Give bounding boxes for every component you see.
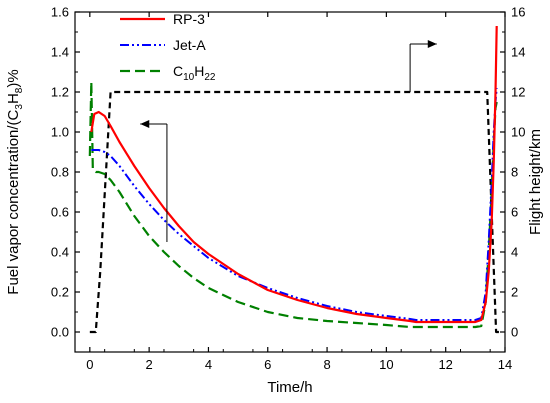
right-y-tick-label: 2 [511, 285, 518, 300]
x-tick-label: 12 [438, 357, 452, 372]
x-tick-label: 0 [86, 357, 93, 372]
left-y-axis-title: Fuel vapor concentration/(C3H8)% [5, 69, 25, 294]
left-y-tick-label: 1.6 [51, 5, 69, 20]
left-y-title-main: Fuel vapor concentration/(C [5, 109, 22, 294]
right-y-tick-label: 14 [511, 45, 525, 60]
left-y-tick-label: 0.2 [51, 285, 69, 300]
left-y-title-sub1: 3 [14, 104, 25, 110]
right-y-tick-label: 6 [511, 205, 518, 220]
left-y-tick-label: 1.4 [51, 45, 69, 60]
right-y-tick-label: 0 [511, 325, 518, 340]
right-y-tick-label: 8 [511, 165, 518, 180]
series-layer [88, 25, 500, 334]
x-axis-title: Time/h [267, 379, 312, 396]
left-y-title-sub2: 8 [14, 87, 25, 93]
legend-label-jeta: Jet-A [173, 37, 206, 53]
series-line-flight-height [89, 90, 500, 334]
x-tick-label: 6 [264, 357, 271, 372]
right-y-tick-label: 16 [511, 5, 525, 20]
left-y-tick-label: 0.0 [51, 325, 69, 340]
legend-c10h22-sub1: 10 [183, 72, 195, 83]
left-y-title-mid: H [5, 93, 22, 104]
left-y-tick-label: 0.6 [51, 205, 69, 220]
legend-c10h22-sub2: 22 [204, 72, 216, 83]
left-y-axis-ticks: 0.0 0.2 0.4 0.6 0.8 1.0 1.2 1.4 1.6 [51, 5, 80, 340]
left-y-tick-label: 1.0 [51, 125, 69, 140]
annotation-arrow-right-head [427, 40, 437, 48]
series-line-rp3 [90, 25, 498, 324]
legend-c10h22-h: H [194, 63, 204, 79]
legend: RP-3 Jet-A C10H22 [120, 11, 216, 83]
x-axis-ticks: 0 2 4 6 8 10 12 14 [74, 12, 512, 372]
right-y-tick-label: 12 [511, 85, 525, 100]
right-y-tick-label: 10 [511, 125, 525, 140]
right-y-tick-label: 4 [511, 245, 518, 260]
legend-c10h22-c: C [173, 63, 183, 79]
series-line-jeta [91, 87, 498, 321]
annotation-layer [140, 40, 437, 242]
left-y-tick-label: 0.8 [51, 165, 69, 180]
legend-label-c10h22: C10H22 [173, 63, 216, 83]
left-y-title-end: )% [5, 69, 22, 87]
right-y-axis-title: Flight height/km [527, 129, 544, 235]
left-y-tick-label: 0.4 [51, 245, 69, 260]
annotation-arrow-left-head [140, 120, 150, 128]
left-y-tick-label: 1.2 [51, 85, 69, 100]
x-tick-label: 10 [379, 357, 393, 372]
x-tick-label: 2 [146, 357, 153, 372]
x-tick-label: 14 [498, 357, 512, 372]
plot-frame [74, 11, 506, 353]
x-tick-label: 4 [205, 357, 212, 372]
x-tick-label: 8 [323, 357, 330, 372]
legend-label-rp3: RP-3 [173, 11, 205, 27]
right-y-axis-ticks: 0 2 4 6 8 10 12 14 16 [500, 5, 525, 340]
